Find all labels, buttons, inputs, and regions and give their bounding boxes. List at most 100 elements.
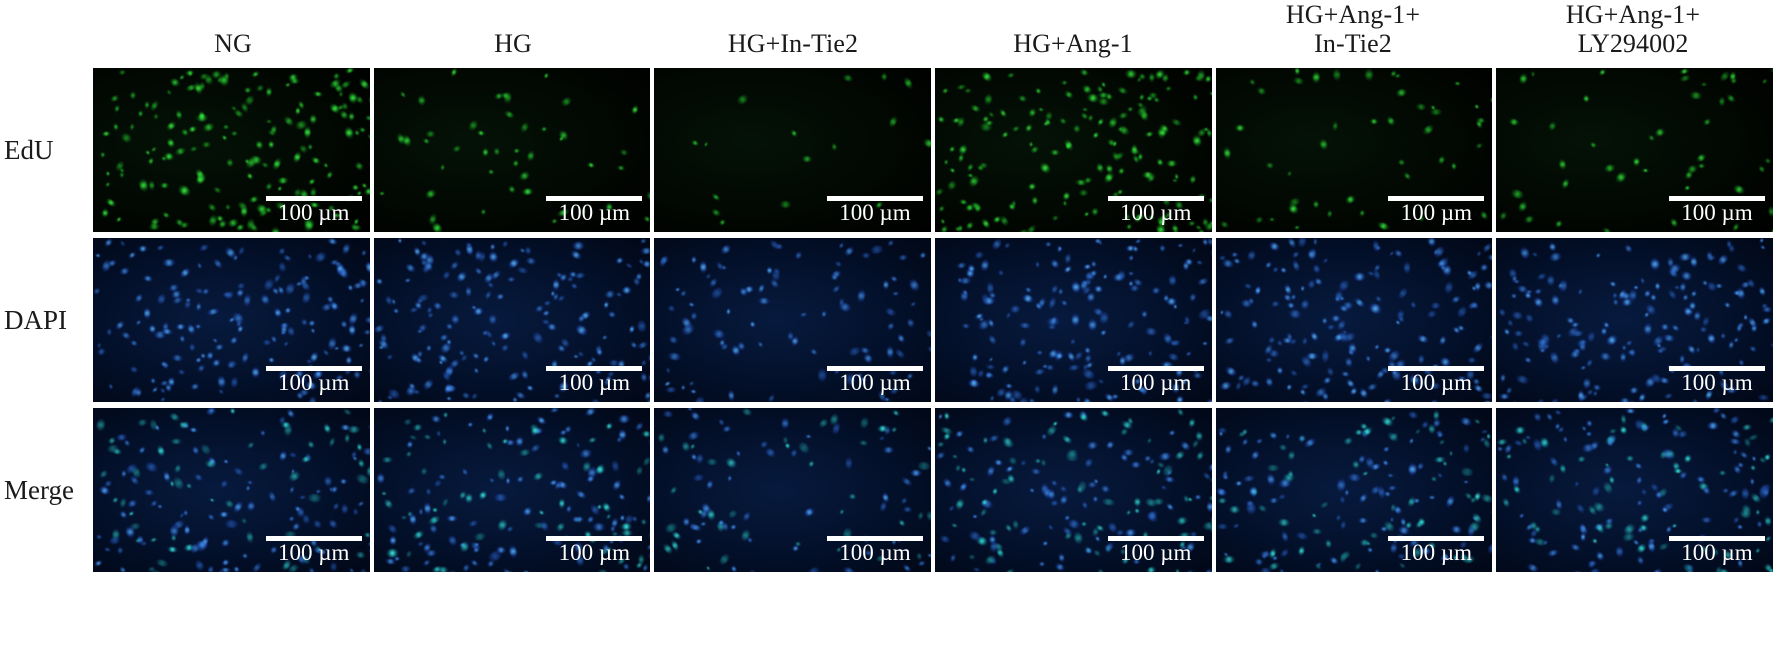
scale-bar: 100 µm bbox=[1106, 366, 1206, 400]
column-header-hg-ang1-ly: HG+Ang-1+ LY294002 bbox=[1493, 0, 1773, 62]
scale-bar: 100 µm bbox=[264, 366, 364, 400]
scale-bar-label: 100 µm bbox=[1400, 540, 1473, 565]
scale-bar-line bbox=[1388, 366, 1485, 371]
scale-bar: 100 µm bbox=[825, 536, 925, 570]
scale-bar: 100 µm bbox=[1386, 366, 1486, 400]
scale-bar-line bbox=[546, 196, 643, 201]
micrograph-merge-hg-in-tie2: 100 µm bbox=[654, 408, 931, 572]
nuclei-layer bbox=[1215, 408, 1493, 572]
scale-bar-line bbox=[265, 536, 362, 541]
scale-bar-label: 100 µm bbox=[839, 200, 911, 225]
scale-bar-line bbox=[1388, 536, 1485, 541]
column-header-label: NG bbox=[214, 29, 252, 58]
scale-bar-line bbox=[1388, 196, 1485, 201]
row-label-merge: Merge bbox=[4, 475, 74, 505]
column-header-hg: HG bbox=[373, 0, 653, 62]
scale-bar-label: 100 µm bbox=[1119, 370, 1192, 395]
column-header-hg-ang1-intie2: HG+Ang-1+ In-Tie2 bbox=[1213, 0, 1493, 62]
micrograph-merge-ng: 100 µm bbox=[93, 408, 370, 572]
scale-bar: 100 µm bbox=[1667, 366, 1767, 400]
scale-bar-line bbox=[826, 536, 923, 541]
scale-bar-label: 100 µm bbox=[1119, 540, 1192, 565]
micrograph-background bbox=[654, 408, 931, 572]
micrograph-background bbox=[93, 68, 370, 232]
scale-bar: 100 µm bbox=[544, 536, 644, 570]
scale-bar-label: 100 µm bbox=[1681, 540, 1753, 565]
micrograph-dapi-hg-ang1-intie2: 100 µm bbox=[1215, 238, 1493, 402]
micrograph-dapi-hg-ang1: 100 µm bbox=[934, 238, 1212, 402]
scale-bar-line bbox=[265, 366, 362, 371]
micrograph-dapi-hg-ang1-ly: 100 µm bbox=[1496, 238, 1773, 402]
micrograph-edu-hg: 100 µm bbox=[373, 68, 651, 232]
column-header-label: HG+In-Tie2 bbox=[727, 29, 859, 58]
scale-bar: 100 µm bbox=[1106, 196, 1206, 230]
scale-bar-line bbox=[826, 366, 923, 371]
column-header-label: LY294002 bbox=[1577, 29, 1689, 58]
scale-bar-line bbox=[546, 366, 643, 371]
scale-bar: 100 µm bbox=[544, 196, 644, 230]
scale-bar: 100 µm bbox=[264, 196, 364, 230]
scale-bar: 100 µm bbox=[544, 366, 644, 400]
micrograph-merge-hg-ang1: 100 µm bbox=[934, 408, 1212, 572]
scale-bar-label: 100 µm bbox=[839, 540, 911, 565]
column-header-label: HG+Ang-1+ bbox=[1565, 0, 1701, 29]
column-header-label: HG bbox=[494, 29, 532, 58]
micrograph-dapi-hg-in-tie2: 100 µm bbox=[654, 238, 931, 402]
scale-bar-label: 100 µm bbox=[1119, 200, 1192, 225]
micrograph-dapi-ng: 100 µm bbox=[93, 238, 370, 402]
micrograph-background bbox=[1215, 408, 1493, 572]
scale-bar: 100 µm bbox=[1386, 196, 1486, 230]
scale-bar-line bbox=[265, 196, 362, 201]
row-label-column: EdU DAPI Merge bbox=[0, 68, 93, 572]
micrograph-edu-ng: 100 µm bbox=[93, 68, 370, 232]
scale-bar-line bbox=[1107, 366, 1204, 371]
micrograph-edu-hg-ang1-intie2: 100 µm bbox=[1215, 68, 1493, 232]
micrograph-background bbox=[93, 408, 370, 572]
row-label-dapi: DAPI bbox=[4, 305, 68, 335]
column-header-label: In-Tie2 bbox=[1314, 29, 1392, 58]
scale-bar-line bbox=[1668, 536, 1765, 541]
micrograph-merge-hg: 100 µm bbox=[373, 408, 651, 572]
scale-bar: 100 µm bbox=[1386, 536, 1486, 570]
scale-bar: 100 µm bbox=[264, 536, 364, 570]
scale-bar-label: 100 µm bbox=[1681, 200, 1753, 225]
scale-bar-label: 100 µm bbox=[277, 200, 350, 225]
scale-bar-label: 100 µm bbox=[558, 200, 631, 225]
scale-bar-line bbox=[1668, 196, 1765, 201]
micrograph-grid: 100 µm 100 µm 100 µm 100 µm 100 µm 100 µm 100 … bbox=[93, 68, 1773, 572]
column-header-label: HG+Ang-1+ bbox=[1285, 0, 1421, 29]
scale-bar-line bbox=[1668, 366, 1765, 371]
scale-bar-label: 100 µm bbox=[1400, 200, 1473, 225]
micrograph-background bbox=[1496, 238, 1773, 402]
scale-bar-line bbox=[1107, 196, 1204, 201]
column-header-row: NG HG HG+In-Tie2 HG+Ang-1 HG+Ang-1+ In-Tie2 HG… bbox=[93, 0, 1773, 62]
scale-bar-line bbox=[1107, 536, 1204, 541]
scale-bar: 100 µm bbox=[1667, 196, 1767, 230]
row-label-edu: EdU bbox=[4, 135, 54, 165]
micrograph-background bbox=[654, 68, 931, 232]
micrograph-edu-hg-ang1-ly: 100 µm bbox=[1496, 68, 1773, 232]
scale-bar-line bbox=[546, 536, 643, 541]
micrograph-edu-hg-in-tie2: 100 µm bbox=[654, 68, 931, 232]
scale-bar: 100 µm bbox=[825, 196, 925, 230]
micrograph-merge-hg-ang1-intie2: 100 µm bbox=[1215, 408, 1493, 572]
scale-bar-label: 100 µm bbox=[839, 370, 911, 395]
column-header-label: HG+Ang-1 bbox=[1013, 29, 1133, 58]
column-header-hg-ang1: HG+Ang-1 bbox=[933, 0, 1213, 62]
micrograph-dapi-hg: 100 µm bbox=[373, 238, 651, 402]
column-header-hg-in-tie2: HG+In-Tie2 bbox=[653, 0, 933, 62]
micrograph-edu-hg-ang1: 100 µm bbox=[934, 68, 1212, 232]
micrograph-merge-hg-ang1-ly: 100 µm bbox=[1496, 408, 1773, 572]
scale-bar: 100 µm bbox=[1106, 536, 1206, 570]
scale-bar-label: 100 µm bbox=[1400, 370, 1473, 395]
scale-bar-line bbox=[826, 196, 923, 201]
scale-bar: 100 µm bbox=[1667, 536, 1767, 570]
scale-bar-label: 100 µm bbox=[277, 370, 350, 395]
scale-bar-label: 100 µm bbox=[277, 540, 350, 565]
scale-bar-label: 100 µm bbox=[558, 370, 631, 395]
column-header-ng: NG bbox=[93, 0, 373, 62]
micrograph-background bbox=[1215, 68, 1493, 232]
scale-bar-label: 100 µm bbox=[1681, 370, 1753, 395]
scale-bar-label: 100 µm bbox=[558, 540, 631, 565]
